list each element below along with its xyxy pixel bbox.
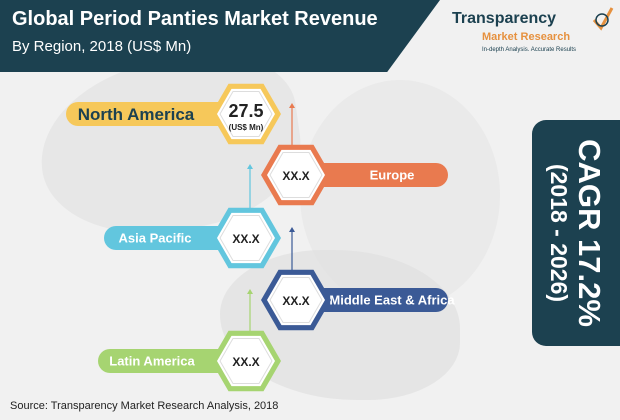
value-label: 27.5 [228, 101, 263, 121]
region-label: Europe [370, 168, 415, 183]
chart-title: Global Period Panties Market Revenue [12, 8, 378, 30]
value-label: XX.X [282, 294, 309, 308]
connector-arrow [247, 164, 253, 169]
region-bar [98, 349, 246, 373]
region-label: Latin America [109, 354, 195, 369]
cagr-period: (2018 - 2026) [546, 163, 572, 303]
unit-label: (US$ Mn) [229, 123, 264, 132]
region-latin-america: Latin America XX.X [98, 330, 281, 392]
logo-tagline: In-depth Analysis. Accurate Results [482, 47, 577, 53]
value-label: XX.X [232, 232, 259, 246]
hexagon-inner [219, 215, 273, 261]
region-label: Asia Pacific [119, 231, 192, 246]
connector-arrow [289, 227, 295, 232]
region-label: Middle East & Africa [329, 293, 455, 308]
hexagon-inner [219, 91, 273, 137]
cagr-text: CAGR 17.2% (2018 - 2026) [546, 139, 607, 327]
region-bar [296, 288, 448, 312]
region-label: North America [78, 105, 195, 124]
hexagon-inner [269, 277, 323, 323]
region-middle-east-and-africa: Middle East & Africa XX.X [261, 269, 455, 331]
region-europe: Europe XX.X [261, 144, 448, 206]
value-label: XX.X [232, 355, 259, 369]
cagr-value: CAGR 17.2% [572, 139, 607, 327]
region-bar [104, 226, 246, 250]
cagr-panel: CAGR 17.2% (2018 - 2026) [532, 120, 620, 346]
region-asia-pacific: Asia Pacific XX.X [104, 207, 281, 269]
hexagon-inner [269, 152, 323, 198]
source-note: Source: Transparency Market Research Ana… [10, 400, 279, 412]
connector-arrow [289, 103, 295, 108]
hexagon-inner [219, 338, 273, 384]
company-logo: Transparency Market Research In-depth An… [452, 7, 614, 66]
logo-subtitle: Market Research [482, 31, 571, 43]
value-label: XX.X [282, 169, 309, 183]
region-bar [66, 102, 246, 126]
region-bar [296, 163, 448, 187]
checkmark-icon [592, 7, 614, 31]
connector-arrow [247, 289, 253, 294]
header-banner [0, 0, 440, 72]
logo-name: Transparency [452, 10, 557, 27]
region-north-america: North America 27.5 (US$ Mn) [66, 83, 281, 145]
chart-subtitle: By Region, 2018 (US$ Mn) [12, 38, 192, 55]
